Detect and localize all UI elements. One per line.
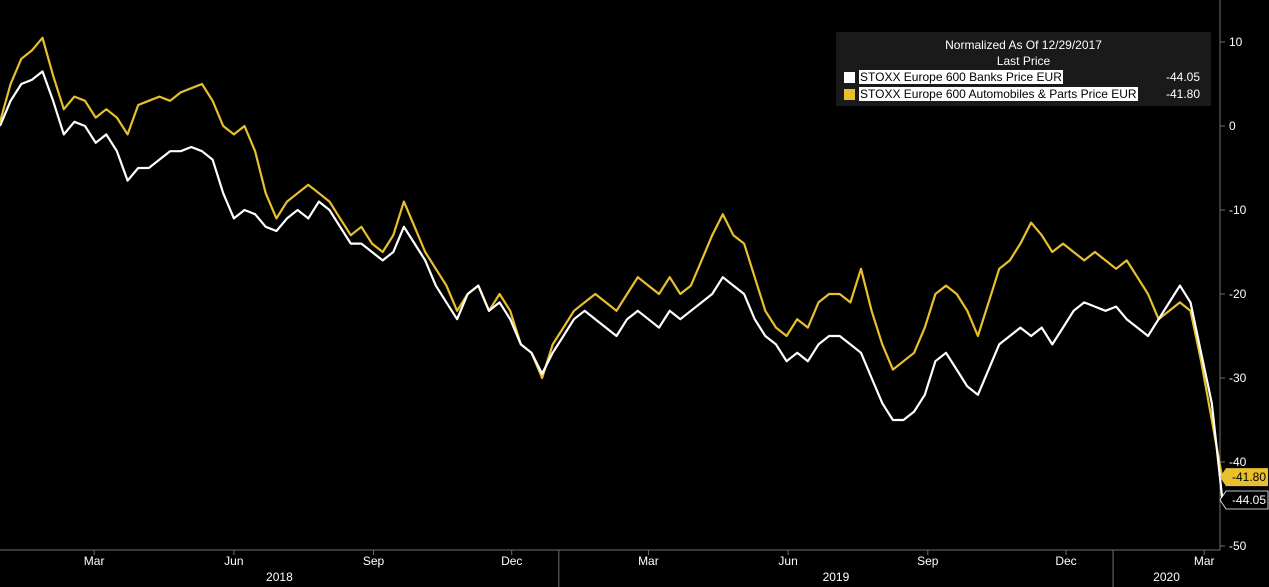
legend-item-banks: STOXX Europe 600 Banks Price EUR -44.05 bbox=[844, 70, 1206, 85]
legend-item-autos: STOXX Europe 600 Automobiles & Parts Pri… bbox=[844, 87, 1206, 102]
series-line-autos bbox=[0, 36, 1229, 480]
legend-label-autos: STOXX Europe 600 Automobiles & Parts Pri… bbox=[859, 87, 1138, 101]
legend-value-banks: -44.05 bbox=[1165, 70, 1200, 84]
legend: Normalized As Of 12/29/2017 Last Price S… bbox=[836, 32, 1211, 106]
x-tick-label: Jun bbox=[224, 554, 243, 568]
y-tick-label: -50 bbox=[1229, 539, 1247, 553]
x-tick-label: Mar bbox=[1194, 554, 1215, 568]
x-tick-label: Sep bbox=[363, 554, 385, 568]
series-lines bbox=[0, 36, 1230, 501]
x-year-label: 2019 bbox=[823, 570, 850, 584]
x-tick-label: Mar bbox=[84, 554, 105, 568]
x-tick-label: Dec bbox=[1055, 554, 1076, 568]
legend-subtitle: Last Price bbox=[996, 54, 1051, 68]
last-value-tag-autos: -41.80 bbox=[1220, 468, 1268, 487]
legend-title: Normalized As Of 12/29/2017 bbox=[945, 38, 1102, 52]
y-tick-label: -40 bbox=[1229, 455, 1247, 469]
x-tick-label: Jun bbox=[778, 554, 797, 568]
last-value-tags: -41.80 -44.05 bbox=[1219, 468, 1269, 510]
last-value-tag-banks-shape bbox=[1219, 490, 1269, 510]
x-year-label: 2020 bbox=[1153, 570, 1180, 584]
last-value-tag-autos-text: -41.80 bbox=[1232, 470, 1266, 484]
last-value-tag-autos-shape bbox=[1220, 468, 1268, 487]
x-tick-label: Dec bbox=[501, 554, 522, 568]
last-value-tag-banks-text: -44.05 bbox=[1232, 493, 1266, 507]
legend-swatch-autos bbox=[844, 89, 855, 100]
series-line-banks bbox=[0, 70, 1230, 501]
y-tick-label: -10 bbox=[1229, 203, 1247, 217]
y-tick-label: -30 bbox=[1229, 371, 1247, 385]
legend-value-autos: -41.80 bbox=[1165, 87, 1200, 101]
last-value-tag-banks: -44.05 bbox=[1219, 490, 1269, 510]
y-tick-label: -20 bbox=[1229, 287, 1247, 301]
legend-label-banks: STOXX Europe 600 Banks Price EUR bbox=[859, 70, 1063, 84]
x-tick-label: Sep bbox=[917, 554, 939, 568]
legend-swatch-banks bbox=[844, 72, 855, 83]
y-tick-label: 10 bbox=[1229, 35, 1243, 49]
y-tick-label: 0 bbox=[1229, 119, 1236, 133]
x-year-label: 2018 bbox=[266, 570, 293, 584]
x-tick-label: Mar bbox=[638, 554, 659, 568]
